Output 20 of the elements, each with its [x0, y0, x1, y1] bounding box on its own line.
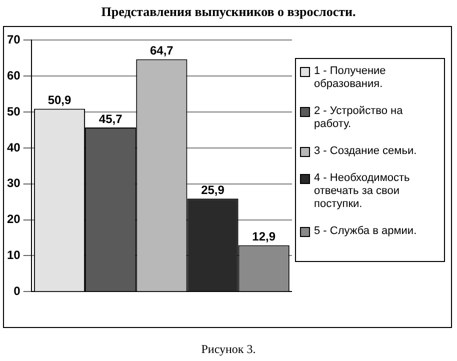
- y-tick-label: 30: [6, 176, 21, 190]
- legend-label: 1 - Получение образования.: [314, 65, 387, 91]
- data-label: 50,9: [48, 93, 72, 108]
- y-tick-label: 20: [6, 212, 21, 226]
- y-tick-label: 70: [6, 32, 21, 47]
- data-label: 12,9: [252, 230, 276, 244]
- y-tick-label: 40: [6, 140, 21, 154]
- data-label: 25,9: [201, 182, 225, 197]
- y-tick-label: 50: [6, 104, 21, 118]
- text: Рисунок 3.: [200, 342, 257, 357]
- data-label: 64,7: [150, 44, 174, 58]
- legend-label: 3 - Создание семьи.: [314, 145, 417, 158]
- legend-label: 4 - Необходимость отвечать за свои поступки.: [314, 172, 411, 211]
- y-tick-label: 0: [14, 284, 21, 298]
- legend-label: 5 - Служба в армии.: [314, 225, 417, 238]
- legend-label: 2 - Устройство на работу.: [314, 105, 404, 131]
- y-tick-label: 60: [6, 68, 21, 82]
- data-label: 45,7: [98, 112, 123, 126]
- chart-title: Представления выпускников о взрослости.: [100, 4, 357, 20]
- y-tick-label: 10: [6, 248, 21, 262]
